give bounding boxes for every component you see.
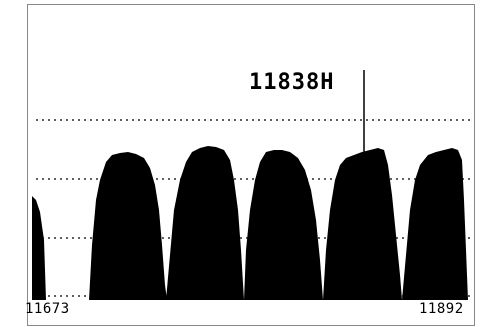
stop-frequency-label: 11892: [419, 301, 464, 317]
transponder-hump: [89, 152, 167, 300]
marker-frequency-label: 11838H: [249, 70, 335, 95]
spectrum-trace: [32, 146, 468, 300]
transponder-hump: [244, 150, 323, 300]
transponder-hump: [323, 148, 402, 300]
start-frequency-label: 11673: [25, 301, 70, 317]
transponder-hump: [402, 148, 468, 300]
transponder-hump: [32, 196, 46, 300]
transponder-hump: [166, 146, 244, 300]
